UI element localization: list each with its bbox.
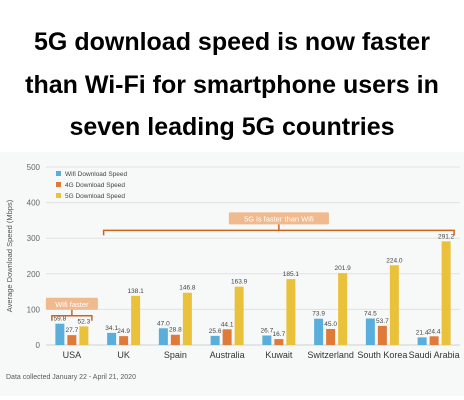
data-label: 59.8 [54, 316, 67, 323]
bar-4g [377, 325, 387, 345]
x-tick-label: South Korea [357, 350, 407, 360]
data-label: 185.1 [283, 271, 300, 278]
data-label: 34.1 [105, 325, 118, 332]
y-tick-label: 500 [27, 163, 41, 172]
annotation-wifi-faster-label-box [45, 297, 98, 310]
bar-4g [429, 336, 439, 345]
source-note: Data collected January 22 - April 21, 20… [6, 374, 136, 381]
x-tick-label: Switzerland [307, 350, 354, 360]
annotation-5g-faster-label: 5G is faster than Wifi [244, 214, 314, 223]
bar-wifi [262, 335, 272, 345]
bar-5g [441, 241, 451, 345]
legend-label: 5G Download Speed [65, 193, 125, 200]
bar-wifi [365, 318, 375, 345]
bar-4g [274, 339, 284, 345]
data-label: 21.4 [416, 329, 429, 336]
bar-5g [389, 265, 399, 345]
headline: 5G download speed is now faster than Wi-… [0, 0, 464, 150]
data-label: 163.9 [231, 279, 248, 286]
x-tick-label: USA [63, 350, 82, 360]
data-label: 74.5 [364, 310, 377, 317]
x-tick-label: UK [117, 350, 130, 360]
y-tick-label: 0 [36, 341, 41, 350]
legend-label: 4G Download Speed [65, 182, 125, 189]
bar-5g [131, 295, 141, 345]
y-axis-label: Average Download Speed (Mbps) [5, 199, 14, 312]
bar-wifi [158, 328, 168, 345]
bar-5g [338, 273, 348, 345]
bar-4g [326, 328, 336, 345]
bar-wifi [417, 337, 427, 345]
data-label: 291.2 [438, 233, 455, 240]
annotation-5g-faster-label-box [228, 212, 329, 225]
data-label: 201.9 [334, 265, 351, 272]
y-tick-label: 200 [27, 270, 41, 279]
annotation-wifi-faster-bracket [51, 309, 93, 321]
data-label: 24.4 [428, 328, 441, 335]
x-tick-label: Saudi Arabia [409, 350, 460, 360]
y-tick-label: 100 [27, 305, 41, 314]
data-label: 146.8 [179, 285, 196, 292]
data-label: 224.0 [386, 257, 403, 264]
legend-label: Wifi Download Speed [65, 171, 128, 178]
headline-line-3: seven leading 5G countries [69, 113, 395, 141]
legend-swatch [56, 171, 61, 176]
legend-swatch [56, 182, 61, 187]
data-label: 26.7 [261, 327, 274, 334]
legend-swatch [56, 193, 61, 198]
data-label: 53.7 [376, 318, 389, 325]
bar-wifi [314, 318, 324, 345]
data-label: 25.6 [209, 328, 222, 335]
headline-line-1: 5G download speed is now faster [34, 28, 430, 56]
bar-4g [119, 336, 129, 345]
bar-5g [182, 292, 192, 345]
data-label: 24.9 [117, 328, 130, 335]
x-tick-label: Kuwait [265, 350, 293, 360]
annotation-wifi-faster-label: Wifi faster [55, 300, 89, 309]
data-label: 44.1 [221, 321, 234, 328]
data-label: 138.1 [127, 288, 144, 295]
data-label: 73.9 [312, 311, 325, 318]
x-tick-label: Spain [164, 350, 187, 360]
data-label: 28.8 [169, 327, 182, 334]
annotation-5g-faster-bracket [102, 224, 455, 236]
data-label: 16.7 [273, 331, 286, 338]
data-label: 27.7 [66, 327, 79, 334]
data-label: 52.3 [78, 318, 91, 325]
bar-5g [234, 286, 244, 345]
y-tick-label: 300 [27, 234, 41, 243]
x-tick-label: Australia [210, 350, 245, 360]
bar-5g [79, 326, 89, 345]
bar-4g [222, 329, 232, 345]
bar-wifi [107, 332, 117, 345]
data-label: 47.0 [157, 320, 170, 327]
bar-5g [286, 279, 296, 345]
y-tick-label: 400 [27, 199, 41, 208]
headline-line-2: than Wi-Fi for smartphone users in [25, 71, 439, 99]
data-label: 45.0 [324, 321, 337, 328]
bar-4g [67, 335, 77, 345]
bar-wifi [55, 323, 65, 345]
bar-4g [170, 334, 180, 345]
bar-wifi [210, 335, 220, 345]
